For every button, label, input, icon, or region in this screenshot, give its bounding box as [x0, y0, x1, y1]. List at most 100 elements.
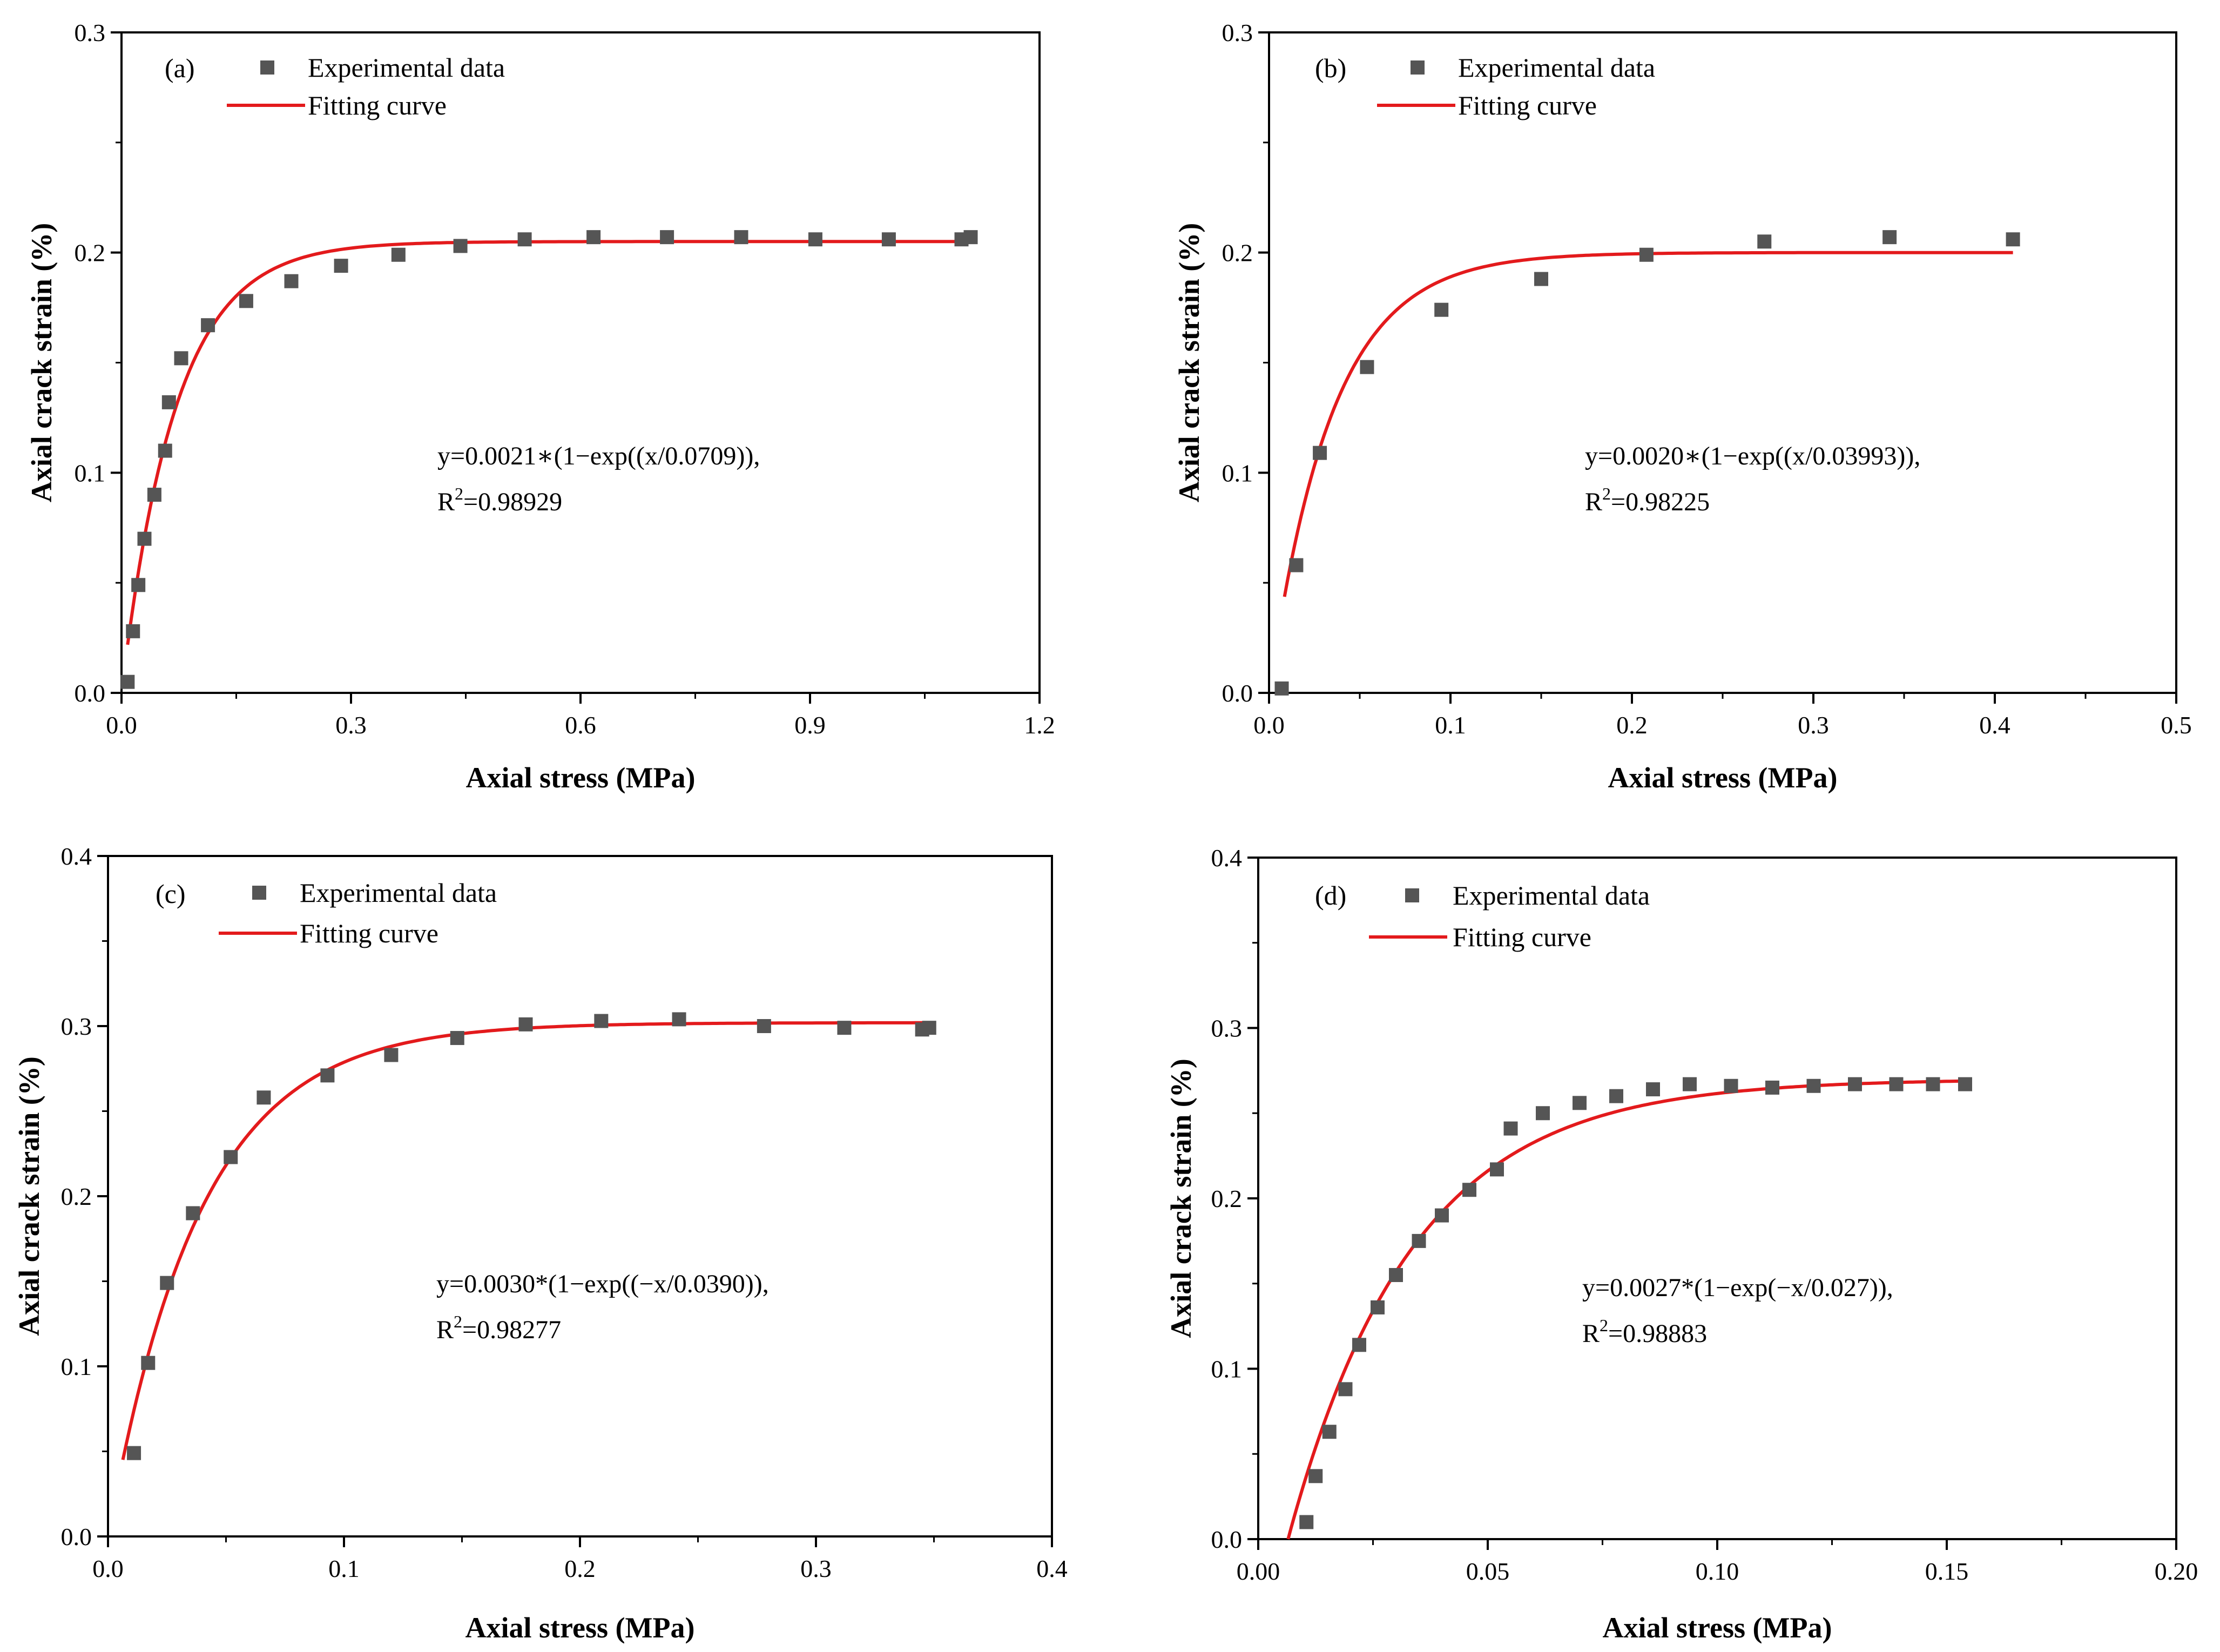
- fit-equation: y=0.0021∗(1−exp((x/0.0709)),: [437, 442, 760, 470]
- data-point: [1646, 1082, 1660, 1097]
- data-point: [1322, 1425, 1337, 1439]
- data-point: [672, 1012, 686, 1027]
- x-tick-label: 0.1: [1435, 711, 1466, 739]
- x-tick-label: 0.0: [106, 711, 137, 739]
- data-point: [1639, 247, 1654, 262]
- legend-label-experimental: Experimental data: [1453, 880, 1650, 911]
- data-point: [453, 239, 468, 253]
- y-tick-label: 0.2: [75, 239, 106, 267]
- data-point: [161, 395, 176, 409]
- x-tick-label: 0.15: [1925, 1557, 1969, 1585]
- r-squared: R2=0.98883: [1582, 1316, 1707, 1348]
- chart-panel-c: 0.0 0.1 0.2 0.3 0.4 0.0 0.1 0.2 0.3 0.4 Axial stre…: [13, 842, 1068, 1644]
- data-point: [334, 259, 348, 273]
- legend-marker: [1405, 888, 1419, 902]
- data-point: [1534, 272, 1548, 286]
- data-point: [1536, 1106, 1550, 1121]
- data-point: [320, 1068, 335, 1083]
- y-tick-label: 0.0: [75, 679, 106, 707]
- x-tick-label: 0.0: [1253, 711, 1285, 739]
- data-point: [1765, 1080, 1779, 1095]
- legend-label-experimental: Experimental data: [300, 878, 497, 908]
- data-point: [1371, 1300, 1385, 1314]
- x-tick-label: 0.3: [335, 711, 367, 739]
- data-point: [757, 1019, 771, 1033]
- x-tick-label: 0.6: [565, 711, 596, 739]
- fit-curve: [126, 240, 975, 645]
- data-point: [586, 230, 601, 245]
- data-point: [131, 578, 146, 592]
- data-point: [2006, 232, 2020, 247]
- data-point: [1389, 1267, 1403, 1282]
- data-point: [1412, 1233, 1426, 1248]
- y-tick-label: 0.3: [75, 19, 106, 46]
- y-axis-label: Axial crack strain (%): [13, 1056, 45, 1336]
- y-tick-label: 0.1: [61, 1353, 92, 1380]
- data-point: [126, 624, 140, 638]
- data-point: [141, 1356, 156, 1370]
- y-tick-label: 0.4: [1211, 844, 1243, 872]
- y-tick-label: 0.4: [61, 842, 92, 870]
- data-point: [257, 1090, 271, 1105]
- chart-panel-a: 0.0 0.3 0.6 0.9 1.2 0.0 0.1 0.2 0.3 Axial stress …: [25, 19, 1055, 794]
- data-point: [1352, 1338, 1366, 1352]
- y-tick-label: 0.1: [1211, 1356, 1243, 1383]
- data-point: [1503, 1121, 1518, 1136]
- data-point: [1848, 1077, 1862, 1091]
- plot-frame: [120, 31, 1041, 694]
- data-point: [1490, 1162, 1504, 1177]
- x-tick-label: 0.3: [1798, 711, 1829, 739]
- data-point: [881, 232, 896, 247]
- x-axis-label: Axial stress (MPa): [1603, 1611, 1832, 1644]
- data-point: [186, 1206, 200, 1221]
- y-axis-label: Axial crack strain (%): [25, 223, 58, 502]
- y-axis-label: Axial crack strain (%): [1165, 1058, 1197, 1338]
- data-point: [1757, 234, 1772, 249]
- x-tick-label: 0.00: [1237, 1557, 1280, 1585]
- data-point: [594, 1014, 609, 1028]
- data-point: [1926, 1077, 1940, 1091]
- data-point: [450, 1031, 464, 1046]
- y-tick-label: 0.2: [1211, 1185, 1243, 1212]
- data-point: [160, 1276, 174, 1290]
- legend-label-experimental: Experimental data: [1458, 52, 1655, 83]
- data-point: [201, 318, 215, 333]
- y-tick-label: 0.1: [1222, 459, 1253, 487]
- legend-label-fit: Fitting curve: [1453, 922, 1591, 952]
- x-tick-label: 0.05: [1466, 1557, 1510, 1585]
- data-point: [284, 274, 299, 288]
- data-point: [1806, 1078, 1821, 1093]
- data-point: [1889, 1077, 1904, 1091]
- r-squared: R2=0.98225: [1585, 484, 1710, 516]
- y-tick-label: 0.3: [1222, 19, 1253, 46]
- data-point: [224, 1150, 238, 1164]
- y-tick-label: 0.2: [1222, 239, 1253, 267]
- data-point: [517, 232, 532, 247]
- data-point: [1360, 360, 1374, 374]
- data-point: [1683, 1077, 1697, 1091]
- x-tick-label: 0.2: [1616, 711, 1648, 739]
- panel-letter: (d): [1315, 880, 1346, 911]
- x-tick-label: 0.4: [1036, 1555, 1068, 1582]
- fit-curve: [121, 1021, 934, 1460]
- r-squared: R2=0.98929: [437, 484, 562, 516]
- legend-label-fit: Fitting curve: [300, 918, 438, 948]
- y-tick-label: 0.0: [61, 1523, 92, 1550]
- data-point: [147, 488, 161, 502]
- x-axis-label: Axial stress (MPa): [465, 1611, 695, 1644]
- plot-frame: [1257, 857, 2177, 1540]
- data-point: [1882, 230, 1897, 245]
- fit-equation: y=0.0027*(1−exp(−x/0.027)),: [1582, 1273, 1893, 1302]
- data-point: [239, 294, 253, 308]
- panel-letter: (b): [1315, 53, 1346, 83]
- y-tick-label: 0.0: [1211, 1526, 1243, 1553]
- data-point: [1958, 1077, 1972, 1091]
- data-point: [1308, 1469, 1323, 1484]
- x-tick-label: 0.2: [564, 1555, 596, 1582]
- data-point: [1289, 558, 1304, 572]
- data-point: [137, 531, 152, 546]
- r-squared: R2=0.98277: [436, 1312, 561, 1344]
- data-point: [808, 232, 822, 247]
- y-tick-label: 0.3: [1211, 1015, 1243, 1042]
